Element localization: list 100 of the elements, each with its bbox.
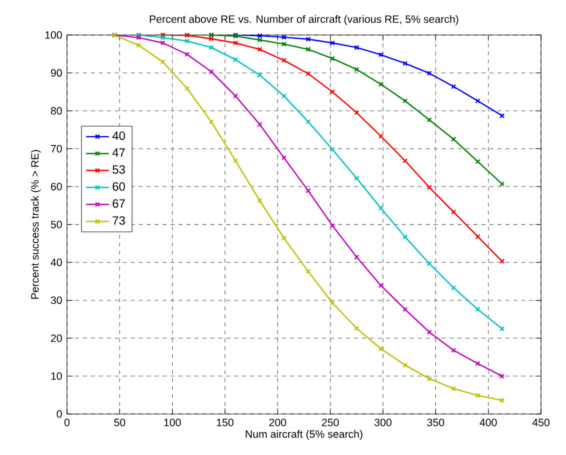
point — [475, 306, 480, 312]
point — [402, 234, 408, 240]
point — [160, 40, 166, 46]
point — [208, 44, 214, 50]
legend-label: 67 — [112, 199, 125, 208]
point — [330, 146, 335, 152]
x-tick-label: 0 — [64, 418, 70, 426]
point — [257, 72, 262, 78]
point — [136, 35, 142, 40]
point — [281, 236, 287, 241]
point — [330, 56, 335, 62]
point — [426, 376, 432, 382]
point — [378, 134, 384, 139]
point — [402, 98, 408, 104]
point — [402, 60, 408, 66]
point — [306, 268, 311, 274]
y-tick-label: 100 — [45, 31, 62, 39]
legend-label: 47 — [112, 148, 125, 157]
legend-label: 53 — [112, 165, 125, 174]
point — [306, 119, 311, 124]
x-tick-label: 50 — [114, 418, 126, 426]
point — [451, 285, 456, 290]
y-axis-title: Percent success track (% > RE) — [30, 150, 41, 299]
point — [475, 234, 480, 240]
point — [257, 37, 262, 42]
point — [306, 71, 311, 76]
point — [451, 84, 456, 90]
point — [257, 198, 262, 204]
point — [281, 34, 287, 40]
point — [208, 36, 214, 42]
point — [426, 184, 432, 190]
point — [451, 209, 456, 215]
x-tick-label: 400 — [480, 418, 497, 426]
point — [281, 42, 287, 47]
point — [475, 98, 480, 104]
point — [330, 40, 335, 46]
point — [475, 159, 480, 164]
point — [184, 52, 190, 57]
y-tick-label: 40 — [50, 258, 62, 266]
point — [402, 362, 408, 368]
point — [208, 119, 214, 124]
point — [306, 46, 311, 52]
point — [281, 93, 287, 99]
point — [281, 155, 287, 160]
point — [426, 70, 432, 76]
y-tick-label: 60 — [51, 182, 62, 190]
point — [378, 52, 384, 58]
point — [354, 176, 360, 181]
point — [136, 42, 142, 48]
point — [232, 40, 238, 46]
point — [475, 392, 480, 398]
point — [378, 82, 384, 87]
point — [354, 326, 360, 331]
point — [402, 306, 408, 312]
x-tick-label: 300 — [374, 418, 392, 426]
point — [208, 69, 214, 74]
point — [330, 89, 335, 94]
point — [281, 58, 287, 63]
x-tick-label: 350 — [427, 418, 444, 426]
y-tick-label: 70 — [51, 144, 62, 152]
y-tick-label: 30 — [50, 296, 62, 304]
point — [378, 282, 384, 288]
point — [451, 348, 456, 353]
x-tick-label: 450 — [532, 418, 550, 426]
point — [160, 35, 166, 40]
legend-label: 40 — [112, 131, 125, 140]
x-tick-label: 200 — [269, 418, 286, 426]
point — [306, 36, 311, 42]
point — [232, 158, 238, 164]
y-tick-label: 50 — [50, 220, 62, 228]
y-tick-label: 90 — [50, 69, 62, 77]
point — [257, 33, 262, 38]
point — [378, 206, 384, 211]
x-tick-label: 150 — [216, 418, 234, 426]
x-axis-title: Num aircraft (5% search) — [246, 430, 362, 440]
point — [306, 188, 311, 194]
point — [354, 110, 360, 116]
point — [426, 330, 432, 335]
point — [232, 93, 238, 99]
point — [426, 260, 432, 266]
point — [232, 57, 238, 62]
legend-label: 73 — [112, 216, 125, 225]
x-tick-label: 100 — [164, 418, 181, 426]
legend-label: 60 — [112, 182, 125, 191]
point — [330, 223, 335, 228]
point — [257, 122, 262, 127]
chart-title: Percent above RE vs. Number of aircraft (various RE, 5% search) — [150, 15, 458, 25]
point — [451, 136, 456, 142]
point — [451, 386, 456, 392]
point — [378, 346, 384, 352]
y-tick-label: 0 — [56, 410, 62, 418]
x-tick-label: 250 — [322, 418, 339, 426]
point — [354, 66, 360, 72]
point — [257, 46, 262, 52]
point — [402, 158, 408, 164]
point — [475, 361, 480, 366]
point — [426, 117, 432, 122]
point — [184, 86, 190, 91]
y-tick-label: 80 — [50, 107, 62, 115]
point — [184, 38, 190, 44]
